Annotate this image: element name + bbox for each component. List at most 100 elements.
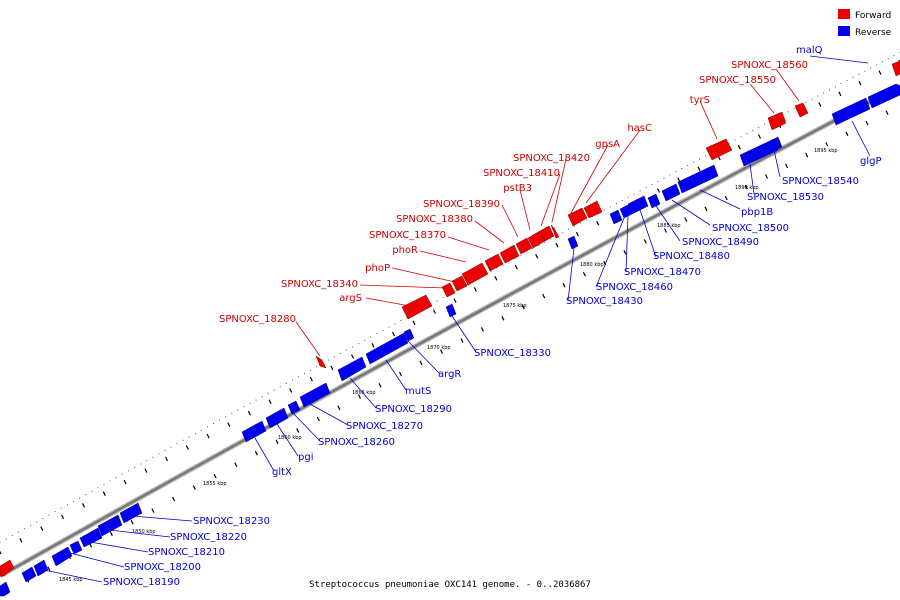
gene-forward[interactable] [583, 200, 603, 219]
gene-label-reverse[interactable]: SPNOXC_18330 [474, 348, 551, 359]
guide-dot [121, 473, 123, 475]
gene-reverse[interactable] [647, 193, 661, 209]
gene-label-reverse[interactable]: SPNOXC_18290 [375, 404, 452, 415]
gene-forward[interactable] [705, 138, 733, 161]
gene-forward[interactable] [539, 225, 555, 242]
gene-reverse[interactable] [365, 332, 409, 365]
gene-forward[interactable] [499, 244, 520, 264]
guide-dot [876, 64, 877, 66]
gene-label-forward[interactable]: argS [339, 293, 362, 304]
gene-label-reverse[interactable]: SPNOXC_18270 [346, 421, 423, 432]
gene-reverse[interactable] [739, 138, 779, 167]
gene-reverse[interactable] [867, 83, 900, 109]
gene-forward[interactable] [451, 275, 468, 292]
gene-reverse[interactable] [609, 209, 623, 225]
guide-dot [346, 349, 348, 351]
gene-forward[interactable] [461, 262, 489, 286]
gene-reverse[interactable] [51, 546, 73, 567]
guide-dot [740, 136, 742, 138]
gene-label-forward[interactable]: phoP [365, 263, 390, 274]
guide-dot [85, 494, 87, 496]
gene-label-reverse[interactable]: SPNOXC_18500 [712, 223, 789, 234]
guide-dot [669, 174, 671, 176]
gene-reverse[interactable] [97, 514, 123, 537]
gene-label-forward[interactable]: SPNOXC_18280 [219, 314, 296, 325]
gene-label-forward[interactable]: SPNOXC_18380 [396, 214, 473, 225]
gene-label-forward[interactable]: SPNOXC_18560 [731, 60, 808, 71]
guide-dot [823, 92, 825, 94]
gene-label-reverse[interactable]: SPNOXC_18460 [596, 282, 673, 293]
gene-label-reverse[interactable]: malQ [796, 45, 823, 56]
gene-reverse[interactable] [445, 303, 457, 318]
gene-label-forward[interactable]: SPNOXC_18410 [483, 168, 560, 179]
gene-label-forward[interactable]: SPNOXC_18390 [423, 199, 500, 210]
gene-label-reverse[interactable]: gltX [272, 467, 292, 478]
gene-reverse[interactable] [567, 235, 579, 250]
gene-reverse[interactable] [119, 502, 143, 524]
gene-label-reverse[interactable]: mutS [405, 386, 431, 397]
guide-dot [134, 466, 135, 468]
gene-label-reverse[interactable]: pgi [298, 452, 313, 463]
gene-label-forward[interactable]: pstB3 [503, 183, 532, 194]
gene-reverse[interactable] [403, 328, 415, 342]
gene-label-reverse[interactable]: pbp1B [741, 207, 773, 218]
guide-dot [66, 504, 68, 506]
gene-forward[interactable] [484, 253, 504, 272]
gene-forward[interactable] [794, 102, 809, 118]
gene-label-forward[interactable]: SPNOXC_18420 [513, 153, 590, 164]
gene-reverse[interactable] [677, 164, 719, 194]
gene-forward[interactable] [515, 237, 533, 255]
gene-label-reverse[interactable]: glgP [860, 156, 882, 167]
gene-label-reverse[interactable]: argR [438, 369, 461, 380]
gene-forward[interactable] [0, 559, 15, 577]
gene-label-reverse[interactable]: SPNOXC_18220 [170, 532, 247, 543]
gene-reverse[interactable] [627, 195, 649, 215]
gene-reverse[interactable] [287, 400, 301, 415]
gene-label-reverse[interactable]: SPNOXC_18230 [193, 516, 270, 527]
gene-label-reverse[interactable]: SPNOXC_18200 [124, 562, 201, 573]
gene-reverse[interactable] [337, 356, 367, 382]
gene-reverse[interactable] [831, 97, 871, 126]
gene-label-reverse[interactable]: SPNOXC_18490 [682, 237, 759, 248]
tick-mark [744, 184, 748, 190]
gene-label-reverse[interactable]: SPNOXC_18260 [318, 437, 395, 448]
gene-forward[interactable] [315, 355, 327, 369]
gene-label-reverse[interactable]: SPNOXC_18470 [624, 267, 701, 278]
gene-label-reverse[interactable]: SPNOXC_18530 [747, 192, 824, 203]
gene-reverse[interactable] [21, 566, 37, 583]
tick-mark [453, 298, 457, 303]
gene-forward[interactable] [567, 207, 588, 227]
gene-label-forward[interactable]: hasC [627, 123, 652, 134]
guide-dot [805, 101, 807, 103]
gene-label-forward[interactable]: phoR [392, 245, 418, 256]
gene-label-forward[interactable]: SPNOXC_18340 [281, 279, 358, 290]
gene-label-reverse[interactable]: SPNOXC_18540 [782, 176, 859, 187]
gene-reverse[interactable] [299, 382, 331, 408]
gene-forward[interactable] [401, 294, 433, 320]
gene-reverse[interactable] [69, 540, 83, 555]
gene-reverse[interactable] [0, 581, 11, 597]
gene-forward[interactable] [550, 224, 560, 239]
gene-label-reverse[interactable]: SPNOXC_18480 [653, 251, 730, 262]
gene-reverse[interactable] [771, 136, 783, 151]
gene-label-reverse[interactable]: SPNOXC_18190 [103, 577, 180, 588]
gene-reverse[interactable] [79, 527, 103, 548]
gene-label-forward[interactable]: SPNOXC_18550 [699, 75, 776, 86]
gene-reverse[interactable] [33, 559, 49, 577]
guide-dot [508, 261, 510, 263]
gene-forward[interactable] [441, 282, 456, 298]
gene-label-forward[interactable]: tyrS [690, 95, 710, 106]
gene-label-forward[interactable]: gpsA [595, 139, 620, 150]
gene-reverse[interactable] [661, 183, 681, 202]
gene-forward[interactable] [767, 111, 787, 131]
tick-mark [398, 371, 403, 377]
gene-label-reverse[interactable]: SPNOXC_18210 [148, 547, 225, 558]
gene-reverse[interactable] [265, 407, 289, 429]
guide-dot [249, 402, 251, 404]
gene-label-forward[interactable]: SPNOXC_18370 [369, 230, 446, 241]
gene-label-reverse[interactable]: SPNOXC_18430 [566, 296, 643, 307]
gene-reverse[interactable] [241, 420, 267, 443]
gene-forward[interactable] [891, 60, 900, 77]
tick-mark [144, 468, 148, 473]
tick-mark [656, 188, 661, 193]
